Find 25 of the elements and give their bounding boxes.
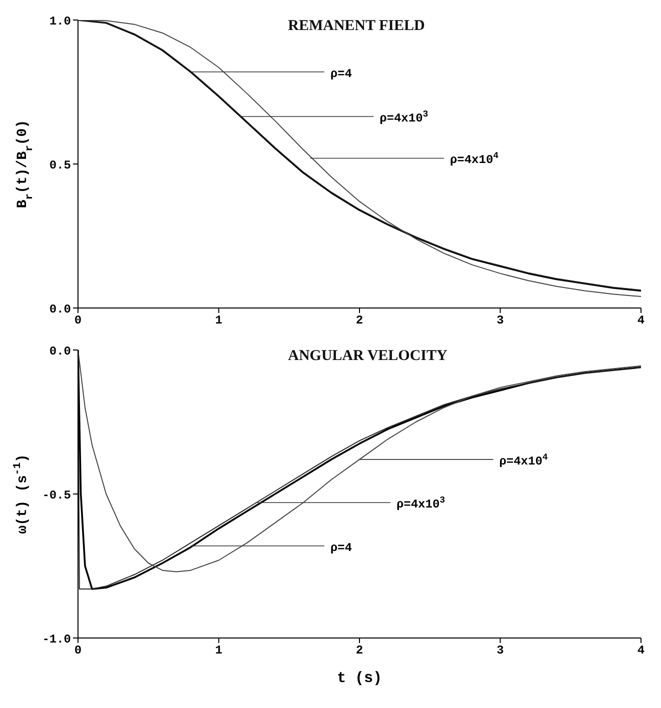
y-tick-label: -1.0	[42, 632, 71, 646]
x-axis-title: t (s)	[336, 670, 382, 687]
annotation: ρ=4x10$^{4}$	[499, 452, 548, 468]
x-tick-label: 3	[496, 314, 504, 328]
x-tick-label: 2	[356, 644, 364, 658]
x-tick-label: 1	[215, 314, 222, 328]
y-tick-label: -0.5	[42, 488, 71, 502]
annotation: ρ=4x10$^{3}$	[380, 109, 428, 126]
chart-title: ANGULAR VELOCITY	[288, 348, 448, 365]
y-tick-label: 0.0	[49, 302, 71, 316]
chart-title: REMANENT FIELD	[288, 18, 425, 35]
annotation: ρ=4x10$^{3}$	[396, 496, 446, 512]
y-tick-label: 0.0	[49, 344, 71, 358]
annotation: ρ=4	[330, 66, 352, 81]
x-tick-label: 3	[496, 644, 504, 658]
y-tick-label: 0.5	[49, 158, 71, 172]
y-tick-label: 1.0	[49, 14, 71, 28]
x-tick-label: 0	[74, 314, 82, 328]
annotation: ρ=4x10$^{4}$	[450, 151, 500, 168]
x-tick-label: 4	[637, 644, 645, 658]
x-tick-label: 1	[215, 644, 222, 658]
x-tick-label: 4	[637, 314, 645, 328]
x-tick-label: 2	[356, 314, 364, 328]
x-tick-label: 0	[74, 644, 82, 658]
annotation: ρ=4	[330, 540, 352, 555]
